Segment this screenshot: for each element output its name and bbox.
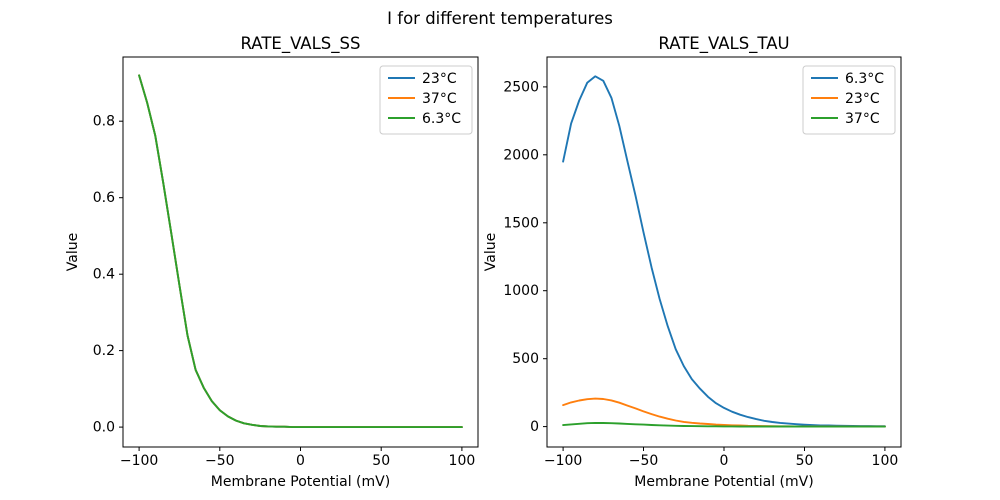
plot-title: RATE_VALS_SS [241, 34, 361, 54]
y-tick-label: 0 [530, 419, 539, 435]
figure-suptitle: I for different temperatures [387, 9, 613, 28]
x-tick-label: 0 [296, 453, 305, 469]
x-tick-label: −50 [629, 453, 659, 469]
y-tick-label: 500 [512, 351, 539, 367]
x-axis-label: Membrane Potential (mV) [211, 474, 390, 490]
legend-label: 23°C [422, 71, 457, 87]
x-tick-label: 100 [449, 453, 476, 469]
y-tick-label: 1500 [503, 215, 539, 231]
y-tick-label: 0.4 [93, 267, 115, 283]
x-tick-label: 100 [872, 453, 899, 469]
legend-label: 6.3°C [845, 71, 884, 87]
y-tick-label: 0.6 [93, 190, 115, 206]
legend-label: 37°C [845, 111, 880, 127]
x-tick-label: 0 [720, 453, 729, 469]
y-tick-label: 0.0 [93, 420, 115, 436]
y-tick-label: 0.2 [93, 343, 115, 359]
y-axis-label: Value [65, 233, 81, 271]
legend-label: 37°C [422, 91, 457, 107]
y-axis-label: Value [483, 233, 499, 271]
x-tick-label: −100 [544, 453, 582, 469]
y-tick-label: 0.8 [93, 114, 115, 130]
y-tick-label: 2000 [503, 147, 539, 163]
legend-label: 6.3°C [422, 111, 461, 127]
x-tick-label: 50 [372, 453, 390, 469]
series-line-37°C [562, 421, 886, 428]
y-tick-label: 1000 [503, 283, 539, 299]
y-tick-label: 2500 [503, 79, 539, 95]
x-axis-label: Membrane Potential (mV) [634, 474, 813, 490]
x-tick-label: −50 [205, 453, 235, 469]
plot-title: RATE_VALS_TAU [658, 34, 789, 54]
x-tick-label: −100 [120, 453, 158, 469]
x-tick-label: 50 [796, 453, 814, 469]
legend-label: 23°C [845, 91, 880, 107]
series-line-6.3°C [138, 74, 463, 429]
